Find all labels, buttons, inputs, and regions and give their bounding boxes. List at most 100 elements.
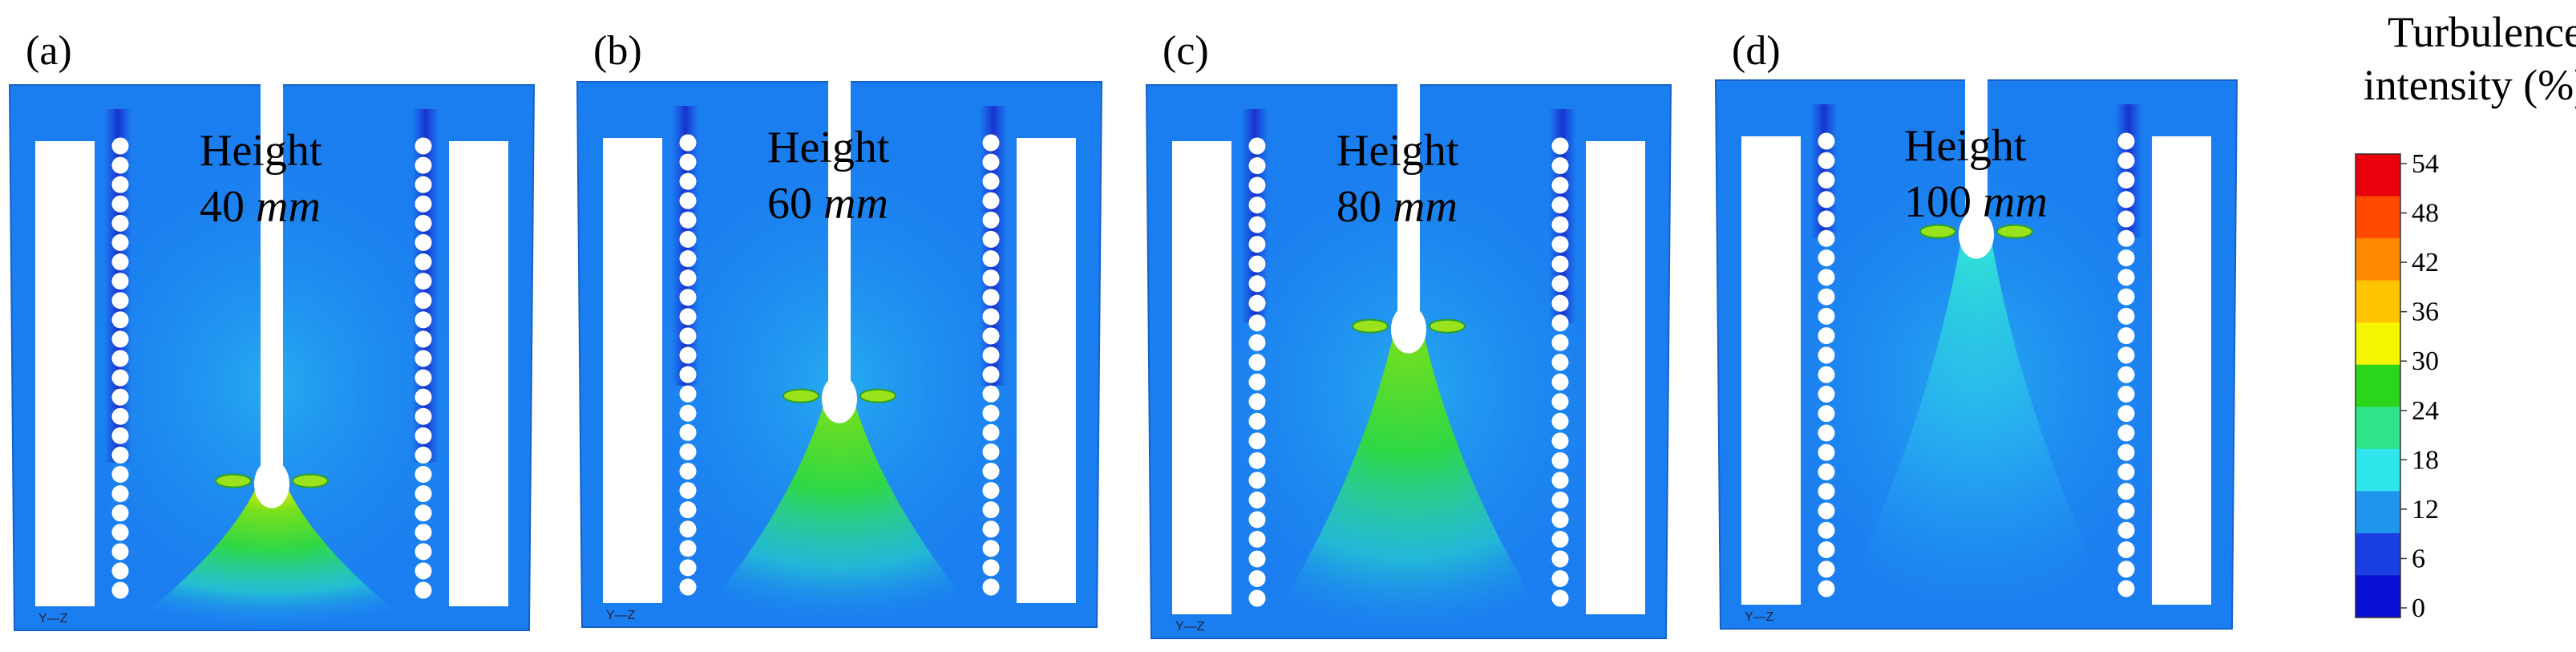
hole: [1551, 472, 1569, 489]
hole: [1551, 511, 1569, 528]
height-word: Height: [767, 123, 890, 172]
hole: [415, 253, 432, 271]
hole: [1248, 569, 1266, 587]
hole: [982, 482, 1000, 500]
hole: [2117, 229, 2135, 247]
hole: [1551, 137, 1569, 155]
hole: [1818, 580, 1835, 597]
injection-pipe: [1397, 80, 1420, 325]
height-space: [1971, 177, 1983, 227]
hole: [982, 559, 1000, 577]
nozzle-tip: [822, 375, 857, 423]
hole-column-left: [1248, 137, 1266, 607]
hole: [1551, 334, 1569, 351]
height-unit: mm: [823, 179, 888, 229]
hole: [982, 578, 1000, 596]
hole: [415, 273, 432, 290]
height-label: Height: [1337, 126, 1459, 176]
hole: [415, 504, 432, 522]
legend-tick-label: 18: [2412, 445, 2439, 475]
hole: [679, 501, 697, 519]
hole: [415, 369, 432, 387]
hole: [111, 176, 129, 193]
hole: [679, 404, 697, 422]
hole: [1818, 521, 1835, 539]
hole-column-right: [415, 137, 432, 599]
hole: [111, 543, 129, 561]
hole: [1551, 569, 1569, 587]
hole: [2117, 561, 2135, 578]
hole: [1818, 443, 1835, 461]
hole: [2117, 132, 2135, 150]
hole: [415, 233, 432, 251]
hole-column-left: [679, 134, 697, 596]
hole: [1818, 229, 1835, 247]
legend-color-band: [2356, 491, 2400, 534]
hole: [2117, 424, 2135, 442]
hole: [2117, 152, 2135, 169]
legend-tick-label: 0: [2412, 593, 2425, 623]
nozzle-hotspot: [1919, 224, 1956, 239]
hole: [1818, 132, 1835, 150]
hole: [982, 462, 1000, 480]
hole: [679, 366, 697, 383]
hole: [982, 153, 1000, 171]
nozzle-tip: [1391, 305, 1426, 354]
hole: [2117, 346, 2135, 364]
nozzle-hotspot: [859, 388, 896, 403]
panel-a: (a) Height 40 mm Y—Z: [8, 28, 536, 631]
hole: [679, 559, 697, 577]
hole: [1551, 491, 1569, 508]
panel-label: (b): [593, 28, 642, 74]
nozzle-tip: [254, 460, 289, 508]
hole: [415, 214, 432, 232]
hole: [2117, 580, 2135, 597]
hole: [1818, 288, 1835, 306]
hole: [1551, 354, 1569, 371]
hole: [1818, 307, 1835, 325]
hole: [415, 407, 432, 425]
hole: [982, 346, 1000, 364]
hole: [1818, 249, 1835, 267]
hole: [982, 134, 1000, 152]
height-word: Height: [1337, 126, 1459, 176]
hole: [679, 289, 697, 306]
hole: [1818, 191, 1835, 209]
hole: [1551, 216, 1569, 233]
hole: [111, 562, 129, 580]
hole: [1551, 176, 1569, 194]
hole: [1551, 393, 1569, 411]
hole: [982, 520, 1000, 538]
hole: [415, 176, 432, 193]
hole: [2117, 405, 2135, 423]
hole: [679, 192, 697, 209]
hole: [1248, 176, 1266, 194]
hole: [1551, 236, 1569, 253]
hole: [111, 330, 129, 348]
hole: [415, 350, 432, 367]
hole: [1248, 511, 1266, 528]
hole: [1818, 152, 1835, 169]
height-unit: mm: [1983, 177, 2048, 227]
hole: [111, 446, 129, 464]
legend-color-band: [2356, 407, 2400, 450]
hole: [415, 524, 432, 541]
hole: [2117, 288, 2135, 306]
legend-title-line2: intensity (%): [2364, 61, 2576, 109]
baffle-plate-left: [1741, 136, 1801, 605]
hole: [982, 172, 1000, 190]
height-value-label: 60 mm: [767, 179, 888, 229]
legend-tick-label: 12: [2412, 495, 2439, 524]
hole-column-right: [982, 134, 1000, 596]
nozzle-hotspot: [292, 473, 329, 488]
hole: [1818, 463, 1835, 480]
hole: [1248, 472, 1266, 489]
hole: [415, 292, 432, 310]
hole: [679, 269, 697, 287]
hole: [1818, 561, 1835, 578]
hole: [1248, 294, 1266, 312]
height-label: Height: [200, 126, 322, 176]
hole: [679, 153, 697, 171]
hole: [111, 350, 129, 367]
nozzle-hotspot: [1429, 318, 1466, 334]
